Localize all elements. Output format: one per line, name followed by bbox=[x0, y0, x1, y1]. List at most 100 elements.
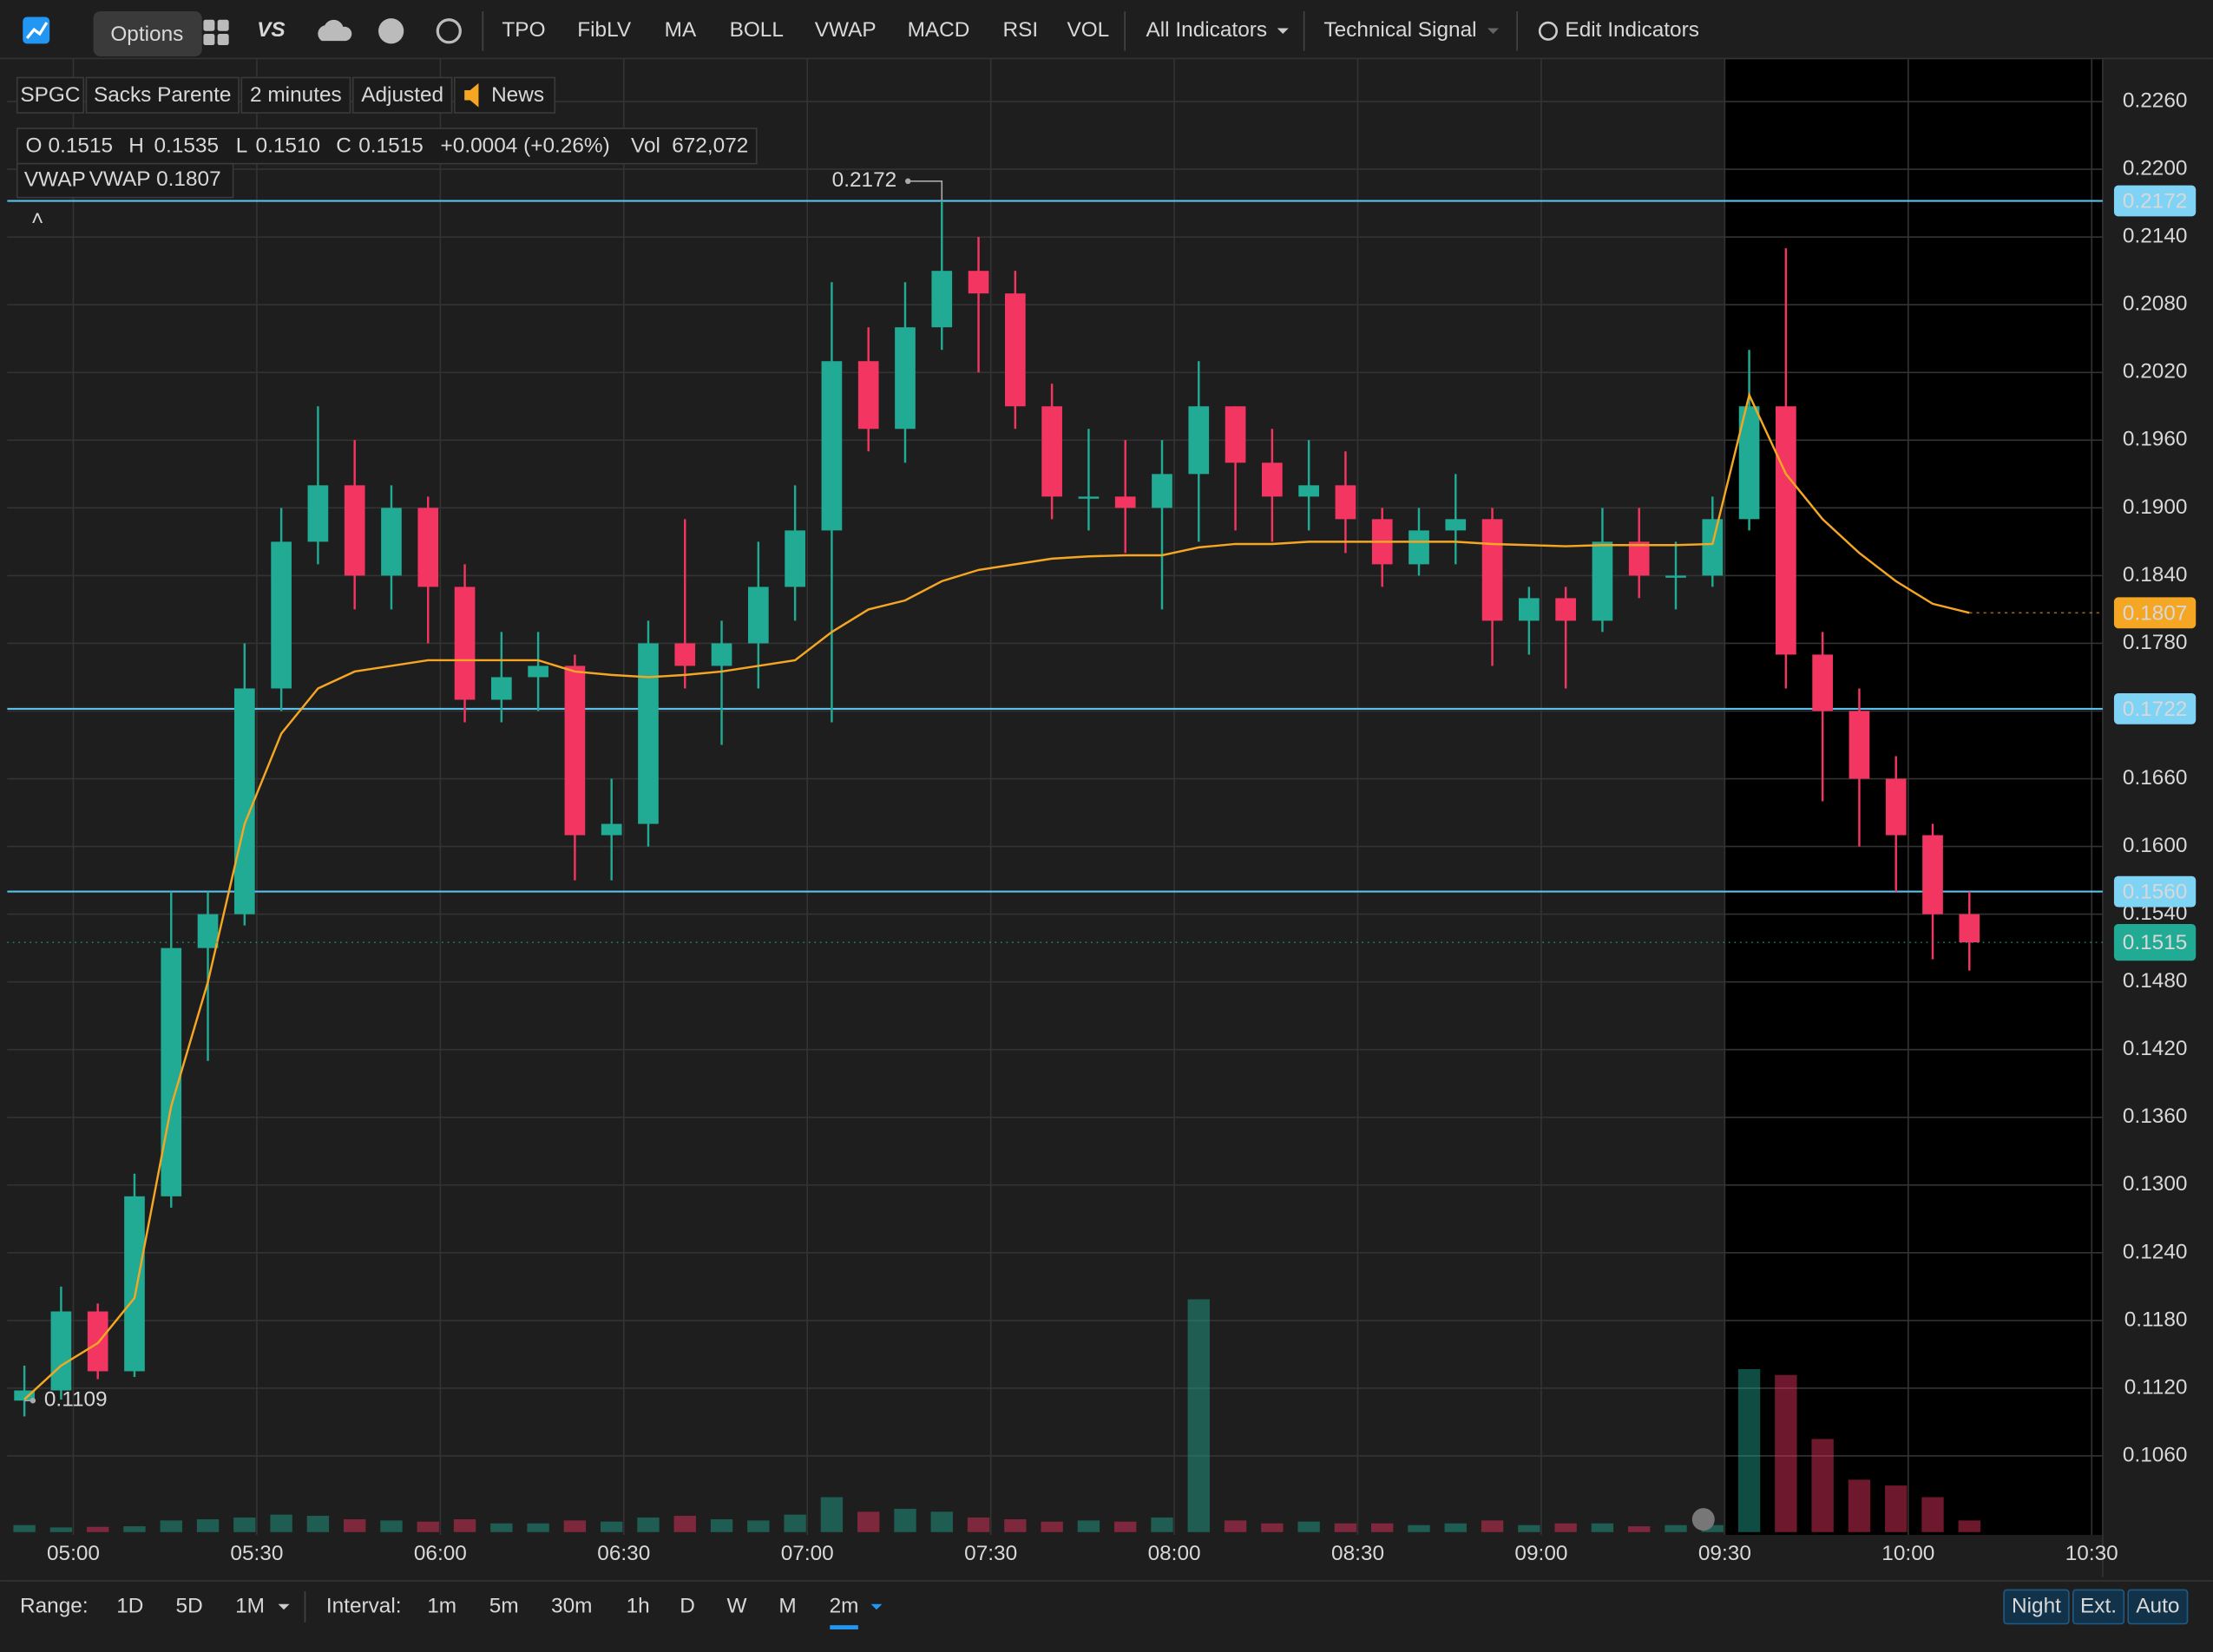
candle-body bbox=[968, 271, 989, 294]
candle-body bbox=[1776, 406, 1796, 655]
mode-button-box[interactable] bbox=[2072, 1589, 2125, 1625]
vwap-legend-number: 0.1807 bbox=[156, 168, 221, 192]
candle-body bbox=[1738, 406, 1760, 520]
x-tick-label: 08:00 bbox=[1148, 1542, 1201, 1565]
y-tick-label: 0.2020 bbox=[2123, 360, 2188, 384]
volume-bar bbox=[967, 1518, 990, 1532]
mode-button[interactable]: Night bbox=[2012, 1594, 2061, 1617]
x-tick-label: 08:30 bbox=[1331, 1542, 1384, 1565]
interval-button[interactable]: 1h bbox=[627, 1594, 650, 1617]
high-marker-label: 0.2172 bbox=[832, 168, 897, 192]
candle-body bbox=[1885, 778, 1907, 836]
vs-button[interactable]: VS bbox=[257, 18, 286, 42]
candle-body bbox=[1922, 835, 1943, 914]
dollar-icon[interactable] bbox=[378, 18, 404, 44]
interval-button[interactable]: 1m bbox=[427, 1594, 456, 1617]
interval-button[interactable]: 30m bbox=[551, 1594, 592, 1617]
candle-body bbox=[674, 643, 696, 666]
range-button[interactable]: 1D bbox=[116, 1594, 143, 1617]
volume-bar bbox=[820, 1497, 844, 1532]
candle-body bbox=[490, 677, 512, 700]
indicator-button[interactable]: FibLV bbox=[577, 18, 632, 42]
candle-body bbox=[1078, 496, 1100, 499]
candle-body bbox=[1335, 485, 1356, 520]
candle-body bbox=[1188, 406, 1210, 475]
volume-bar bbox=[1114, 1521, 1137, 1532]
volume-bar bbox=[1187, 1299, 1210, 1532]
volume-bar bbox=[233, 1518, 256, 1532]
indicator-button[interactable]: RSI bbox=[1002, 18, 1038, 42]
interval-button[interactable]: 2m bbox=[830, 1594, 859, 1617]
collapse-arrow[interactable]: ˄ bbox=[31, 207, 43, 231]
interval-button[interactable]: 5m bbox=[489, 1594, 519, 1617]
dropdown-caret bbox=[1487, 28, 1500, 35]
mode-button-box[interactable] bbox=[2003, 1589, 2070, 1625]
grid-icon[interactable] bbox=[203, 19, 215, 31]
indicator-button[interactable]: VOL bbox=[1067, 18, 1109, 42]
indicator-button[interactable]: MA bbox=[665, 18, 697, 42]
volume-bar bbox=[1885, 1485, 1908, 1532]
cloud-icon[interactable] bbox=[318, 19, 352, 42]
indicator-button[interactable]: MACD bbox=[908, 18, 970, 42]
bottom-bar bbox=[0, 1580, 2213, 1652]
legend-symbol[interactable]: SPGC bbox=[20, 83, 80, 107]
volume-bar bbox=[784, 1514, 806, 1532]
volume-bar bbox=[637, 1518, 660, 1532]
scroll-handle[interactable] bbox=[1691, 1508, 1715, 1531]
indicator-button[interactable]: VWAP bbox=[815, 18, 877, 42]
candle-body bbox=[528, 665, 548, 678]
volume-bar bbox=[1334, 1523, 1357, 1532]
interval-button[interactable]: M bbox=[778, 1594, 796, 1617]
grid-icon[interactable] bbox=[217, 34, 229, 46]
quote-change: +0.0004 (+0.26%) bbox=[441, 134, 610, 158]
volume-bar bbox=[710, 1519, 733, 1532]
volume-bar bbox=[1004, 1519, 1027, 1532]
tooltip bbox=[93, 11, 202, 57]
technical-signal[interactable]: Technical Signal bbox=[1323, 18, 1476, 42]
legend-box bbox=[453, 76, 556, 114]
x-tick-label: 09:30 bbox=[1698, 1542, 1751, 1565]
y-tick-label: 0.1900 bbox=[2123, 495, 2188, 519]
mode-button[interactable]: Ext. bbox=[2080, 1594, 2117, 1617]
edit-indicators[interactable]: Edit Indicators bbox=[1565, 18, 1698, 42]
price-level-badge bbox=[2113, 875, 2197, 908]
legend-adjustment[interactable]: Adjusted bbox=[361, 83, 443, 107]
indicator-button[interactable]: TPO bbox=[502, 18, 545, 42]
candle-body bbox=[931, 271, 953, 328]
interval-button[interactable]: W bbox=[726, 1594, 746, 1617]
volume-bar bbox=[527, 1523, 549, 1532]
range-button[interactable]: 5D bbox=[176, 1594, 203, 1617]
active-underline bbox=[830, 1625, 858, 1629]
y-tick-label: 0.1960 bbox=[2123, 428, 2188, 451]
mode-button-box[interactable] bbox=[2127, 1589, 2189, 1625]
interval-button[interactable]: D bbox=[680, 1594, 695, 1617]
vwap-legend-label: VWAP bbox=[89, 168, 151, 192]
volume-bar bbox=[1224, 1520, 1247, 1532]
legend-interval[interactable]: 2 minutes bbox=[250, 83, 342, 107]
vwap-legend-value: VWAP 0.1807 bbox=[89, 168, 221, 192]
mode-button[interactable]: Auto bbox=[2136, 1594, 2179, 1617]
candle-body bbox=[381, 508, 402, 576]
tooltip-text: Options bbox=[110, 23, 183, 46]
legend-news[interactable]: News bbox=[491, 83, 544, 107]
candle-body bbox=[1555, 598, 1576, 621]
grid-icon[interactable] bbox=[217, 19, 229, 31]
x-tick-label: 05:00 bbox=[47, 1542, 100, 1565]
y-tick-label: 0.1780 bbox=[2123, 631, 2188, 654]
indicator-button[interactable]: BOLL bbox=[730, 18, 784, 42]
volume-bar bbox=[1848, 1479, 1871, 1532]
y-tick-label: 0.2080 bbox=[2123, 292, 2188, 316]
all-indicators[interactable]: All Indicators bbox=[1146, 18, 1268, 42]
legend-box bbox=[351, 76, 453, 114]
y-tick-label: 0.1600 bbox=[2123, 834, 2188, 857]
quote-key: C bbox=[336, 134, 351, 158]
range-button[interactable]: 1M bbox=[235, 1594, 265, 1617]
volume-bar bbox=[453, 1519, 476, 1532]
grid-icon[interactable] bbox=[203, 34, 215, 46]
y-tick-label: 0.1360 bbox=[2123, 1105, 2188, 1128]
volume-bar bbox=[1408, 1524, 1430, 1532]
play-icon[interactable] bbox=[436, 18, 462, 44]
x-tick-label: 09:00 bbox=[1514, 1542, 1567, 1565]
legend-company[interactable]: Sacks Parente bbox=[94, 83, 232, 107]
